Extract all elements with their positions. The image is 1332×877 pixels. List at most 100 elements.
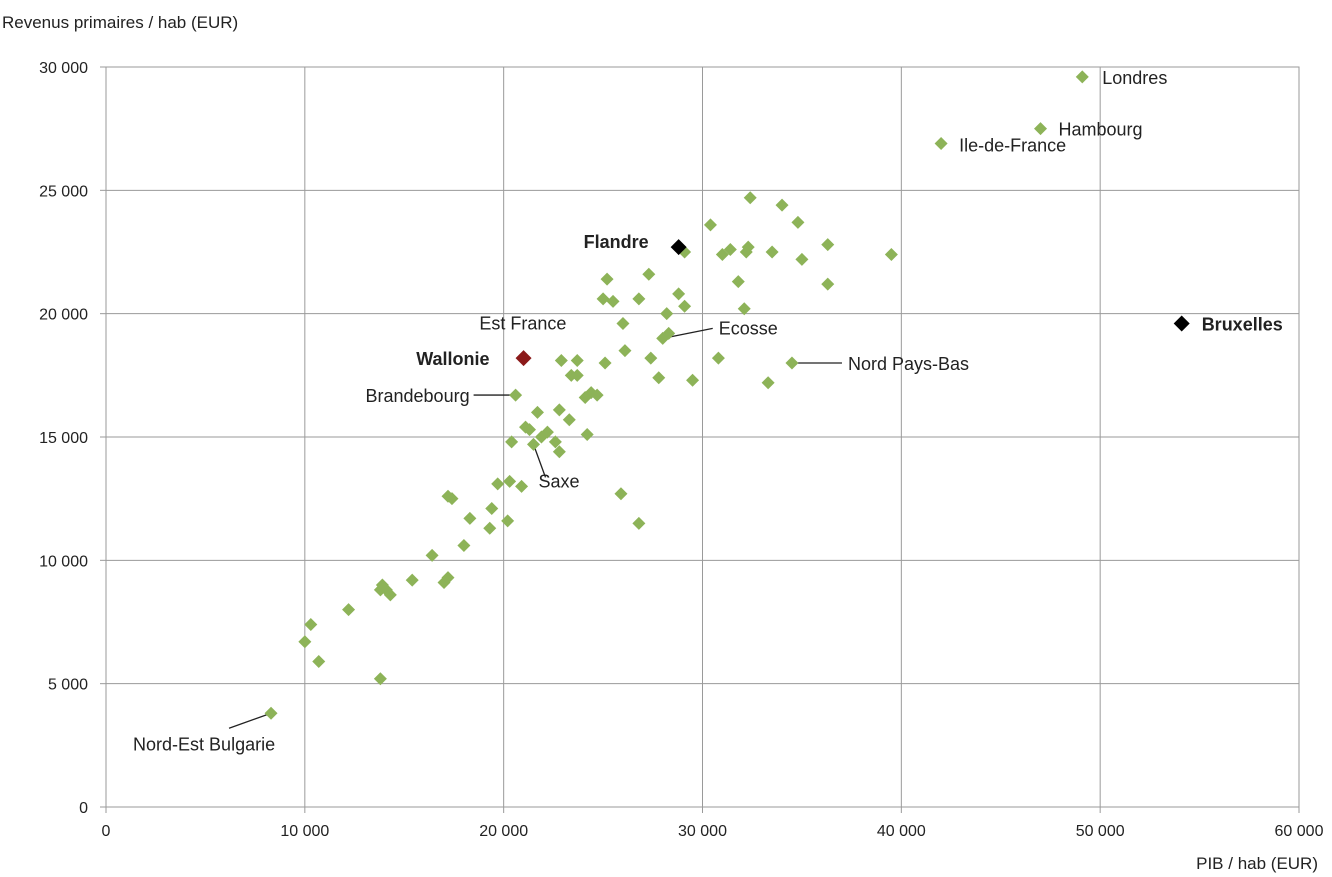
data-point (606, 294, 620, 308)
data-point (761, 376, 775, 390)
data-point (686, 373, 700, 387)
data-point (652, 371, 666, 385)
data-point (785, 356, 799, 370)
data-point (703, 218, 717, 232)
data-point (552, 403, 566, 417)
data-point (743, 191, 757, 205)
label-nord-est-bulgarie-leader (228, 712, 272, 729)
label-est-france: Est France (479, 314, 566, 334)
y-tick-label: 30 000 (39, 60, 88, 77)
data-point (644, 351, 658, 365)
data-point (383, 588, 397, 602)
y-axis-title: Revenus primaires / hab (EUR) (2, 13, 238, 32)
data-point (515, 479, 529, 493)
data-point (264, 706, 278, 720)
data-point (523, 423, 537, 437)
label-londres: Londres (1102, 68, 1167, 88)
point-flandre (670, 239, 687, 256)
y-tick-label: 20 000 (39, 307, 88, 324)
data-point (298, 635, 312, 649)
y-tick-label: 5 000 (48, 677, 88, 694)
label-ile-de-france: Ile-de-France (959, 135, 1066, 155)
label-nord-est-bulgarie: Nord-Est Bulgarie (133, 734, 275, 754)
label-brandebourg: Brandebourg (366, 386, 470, 406)
label-ecosse: Ecosse (719, 318, 778, 338)
data-point (540, 425, 554, 439)
point-bruxelles (1173, 315, 1190, 332)
data-point (775, 198, 789, 212)
y-tick-label: 10 000 (39, 553, 88, 570)
data-point (405, 573, 419, 587)
x-tick-label: 10 000 (280, 823, 329, 840)
data-point (562, 413, 576, 427)
data-point (509, 388, 523, 402)
data-point (457, 539, 471, 553)
data-point (596, 292, 610, 306)
x-tick-label: 20 000 (479, 823, 528, 840)
data-point (723, 243, 737, 257)
x-tick-label: 30 000 (678, 823, 727, 840)
data-point (662, 326, 676, 340)
data-point (791, 215, 805, 229)
data-point (1075, 70, 1089, 84)
data-point (425, 548, 439, 562)
data-point (373, 672, 387, 686)
grid (105, 66, 1300, 808)
data-point (678, 299, 692, 313)
data-point (821, 238, 835, 252)
data-point (632, 292, 646, 306)
data-point (590, 388, 604, 402)
data-point (618, 344, 632, 358)
label-saxe: Saxe (538, 471, 579, 491)
data-point (463, 511, 477, 525)
data-point (552, 445, 566, 459)
data-point (570, 354, 584, 368)
data-point (580, 428, 594, 442)
x-tick-label: 60 000 (1275, 823, 1324, 840)
data-points (264, 70, 1190, 720)
x-tick-label: 50 000 (1076, 823, 1125, 840)
data-point (614, 487, 628, 501)
data-point (312, 654, 326, 668)
annotation-leaders (228, 327, 842, 729)
data-point (503, 474, 517, 488)
label-flandre: Flandre (584, 232, 649, 252)
axes (100, 66, 1300, 813)
data-point (672, 287, 686, 301)
data-point (616, 317, 630, 331)
label-saxe-leader (532, 444, 547, 478)
data-point (765, 245, 779, 259)
x-axis-title: PIB / hab (EUR) (1196, 854, 1318, 873)
data-point (737, 302, 751, 316)
label-nord-pays-bas: Nord Pays-Bas (848, 354, 969, 374)
x-tick-label: 0 (102, 823, 111, 840)
data-point (598, 356, 612, 370)
data-point (1034, 122, 1048, 136)
y-tick-label: 0 (79, 800, 88, 817)
data-point (570, 368, 584, 382)
data-point (526, 437, 540, 451)
data-point (491, 477, 505, 491)
data-point (554, 354, 568, 368)
data-point (505, 435, 519, 449)
data-point (632, 516, 646, 530)
label-wallonie: Wallonie (416, 349, 489, 369)
data-point (548, 435, 562, 449)
data-point (934, 136, 948, 150)
tick-labels: 0 10 000 20 000 30 000 40 000 50 000 60 000 0 5 … (39, 60, 1324, 840)
data-point (530, 405, 544, 419)
data-point (501, 514, 515, 528)
data-point (711, 351, 725, 365)
data-point (600, 272, 614, 286)
point-wallonie (515, 350, 532, 367)
data-point (660, 307, 674, 321)
y-tick-label: 25 000 (39, 183, 88, 200)
data-point (642, 267, 656, 281)
data-point (731, 275, 745, 289)
data-point (795, 252, 809, 266)
label-hambourg: Hambourg (1059, 120, 1143, 140)
data-point (483, 521, 497, 535)
x-tick-label: 40 000 (877, 823, 926, 840)
